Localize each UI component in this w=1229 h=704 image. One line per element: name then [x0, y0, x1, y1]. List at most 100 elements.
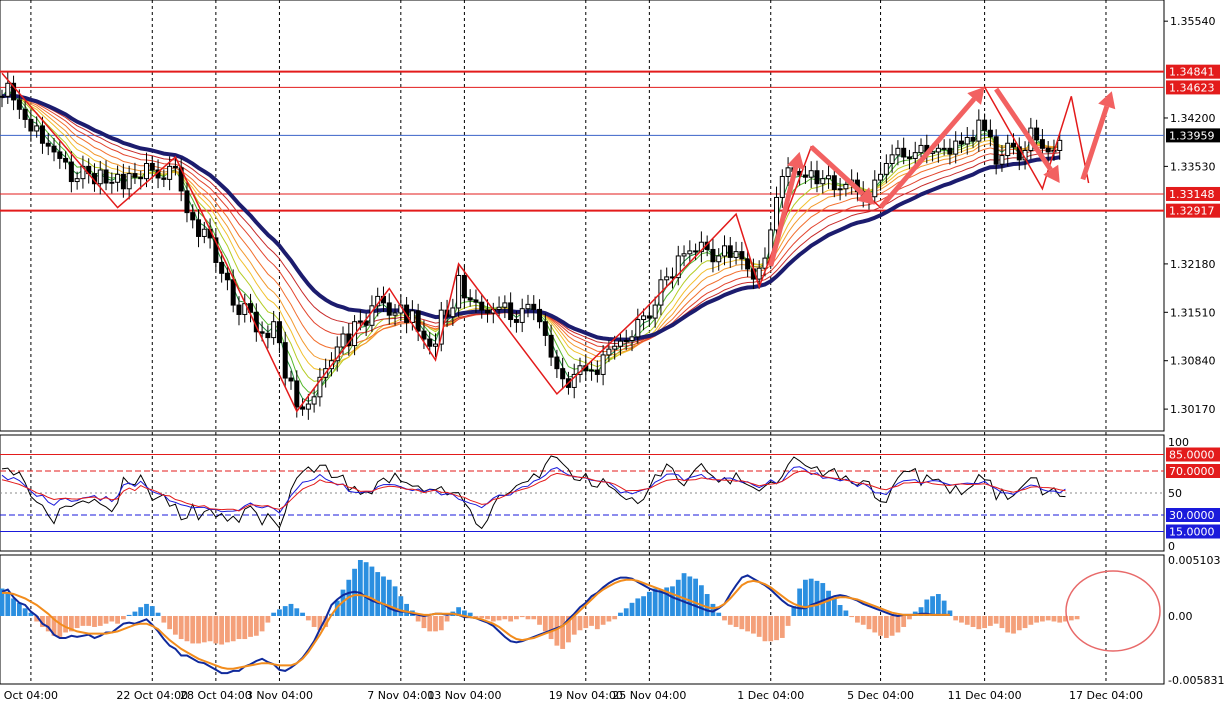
macd-histogram-bar [467, 612, 473, 616]
macd-histogram-bar [791, 606, 797, 616]
macd-histogram-bar [392, 586, 398, 616]
osc-level-label: 15.0000 [1169, 526, 1215, 539]
candle-body [548, 334, 554, 358]
macd-histogram-bar [751, 615, 756, 634]
macd-histogram-bar [63, 615, 68, 633]
macd-histogram-bar [242, 615, 248, 640]
macd-histogram-bar [0, 588, 5, 616]
macd-histogram-bar [600, 615, 606, 625]
candle-body [947, 147, 953, 155]
macd-histogram-bar [675, 579, 681, 616]
macd-histogram-bar [1057, 615, 1063, 623]
candle-body [288, 377, 294, 382]
macd-histogram-bar [184, 615, 190, 642]
candle-body [600, 354, 606, 375]
macd-histogram-bar [895, 615, 901, 633]
candle-body [525, 303, 531, 310]
arrow-head [856, 187, 875, 205]
macd-histogram-bar [178, 615, 184, 640]
candle-body [589, 369, 595, 372]
macd-histogram-bar [594, 615, 600, 630]
candle-body [826, 175, 832, 180]
macd-histogram-bar [444, 615, 450, 622]
x-tick-label: 19 Nov 04:00 [549, 689, 623, 702]
macd-histogram-bar [1040, 615, 1045, 622]
macd-histogram-bar [155, 612, 161, 616]
macd-histogram-bar [485, 615, 490, 620]
macd-histogram-bar [635, 598, 641, 616]
candle-body [883, 162, 889, 175]
price-level-label: 1.34841 [1169, 66, 1215, 79]
macd-histogram-bar [265, 615, 271, 623]
candle-body [404, 304, 410, 323]
candle-body [554, 356, 560, 370]
macd-histogram-bar [282, 606, 288, 616]
macd-histogram-bar [502, 615, 508, 620]
macd-histogram-bar [860, 615, 866, 625]
candle-body [57, 151, 63, 159]
macd-histogram-bar [554, 615, 560, 646]
macd-histogram-bar [68, 615, 74, 632]
macd-histogram-bar [566, 615, 571, 643]
candle-body [1057, 139, 1063, 151]
candle-body [941, 147, 947, 150]
x-tick-label: 5 Dec 04:00 [847, 689, 914, 702]
macd-histogram-bar [97, 615, 103, 626]
candle-body [652, 304, 658, 319]
candle-body [687, 250, 693, 255]
candle-body [669, 276, 675, 279]
candle-body [953, 140, 959, 155]
macd-histogram-bar [618, 612, 623, 616]
macd-histogram-bar [866, 615, 872, 630]
candle-body [300, 406, 306, 410]
macd-histogram-bar [277, 609, 282, 616]
macd-histogram-bar [1051, 615, 1057, 622]
candle-body [808, 170, 814, 178]
macd-histogram-bar [57, 615, 63, 637]
macd-histogram-bar [253, 615, 259, 636]
x-tick-label: Oct 04:00 [4, 689, 58, 702]
candle-body [219, 261, 225, 274]
price-tick-label: 1.30170 [1170, 403, 1216, 416]
candle-body [1045, 147, 1051, 153]
candle-body [982, 119, 988, 131]
macd-histogram-bar [901, 615, 907, 627]
macd-histogram-bar [577, 615, 583, 631]
candle-body [762, 257, 768, 269]
candle-body [560, 368, 566, 380]
price-level-tag [1166, 80, 1220, 95]
macd-histogram-bar [40, 615, 45, 627]
macd-histogram-bar [855, 615, 860, 623]
candle-body [606, 348, 612, 356]
osc-tick-label: 50 [1168, 487, 1182, 500]
candle-body [97, 169, 103, 185]
macd-histogram-bar [785, 615, 791, 626]
macd-histogram-bar [80, 615, 86, 626]
candle-body [161, 177, 167, 180]
macd-histogram-bar [1074, 615, 1080, 620]
macd-histogram-bar [1016, 615, 1022, 631]
macd-histogram-bar [537, 615, 542, 625]
candle-body [664, 276, 670, 281]
candle-body [727, 245, 733, 258]
candle-body [224, 272, 230, 281]
macd-histogram-bar [120, 615, 126, 620]
candle-body [357, 320, 363, 323]
macd-histogram-bar [930, 596, 935, 616]
candle-body [305, 403, 311, 410]
candle-body [109, 181, 115, 184]
macd-histogram-bar [138, 607, 144, 616]
x-tick-label: 13 Nov 04:00 [427, 689, 501, 702]
macd-histogram-bar [34, 615, 40, 622]
macd-tick-label: 0.005103 [1168, 554, 1221, 567]
macd-histogram-bar [837, 605, 843, 616]
candle-body [906, 156, 912, 159]
macd-histogram-bar [681, 573, 687, 616]
current-price-label: 1.33959 [1169, 129, 1215, 142]
osc-level-tag [1166, 464, 1220, 478]
candle-body [571, 373, 577, 388]
price-level-tag [1166, 64, 1220, 79]
macd-histogram-bar [918, 607, 924, 616]
macd-histogram-bar [560, 615, 566, 649]
